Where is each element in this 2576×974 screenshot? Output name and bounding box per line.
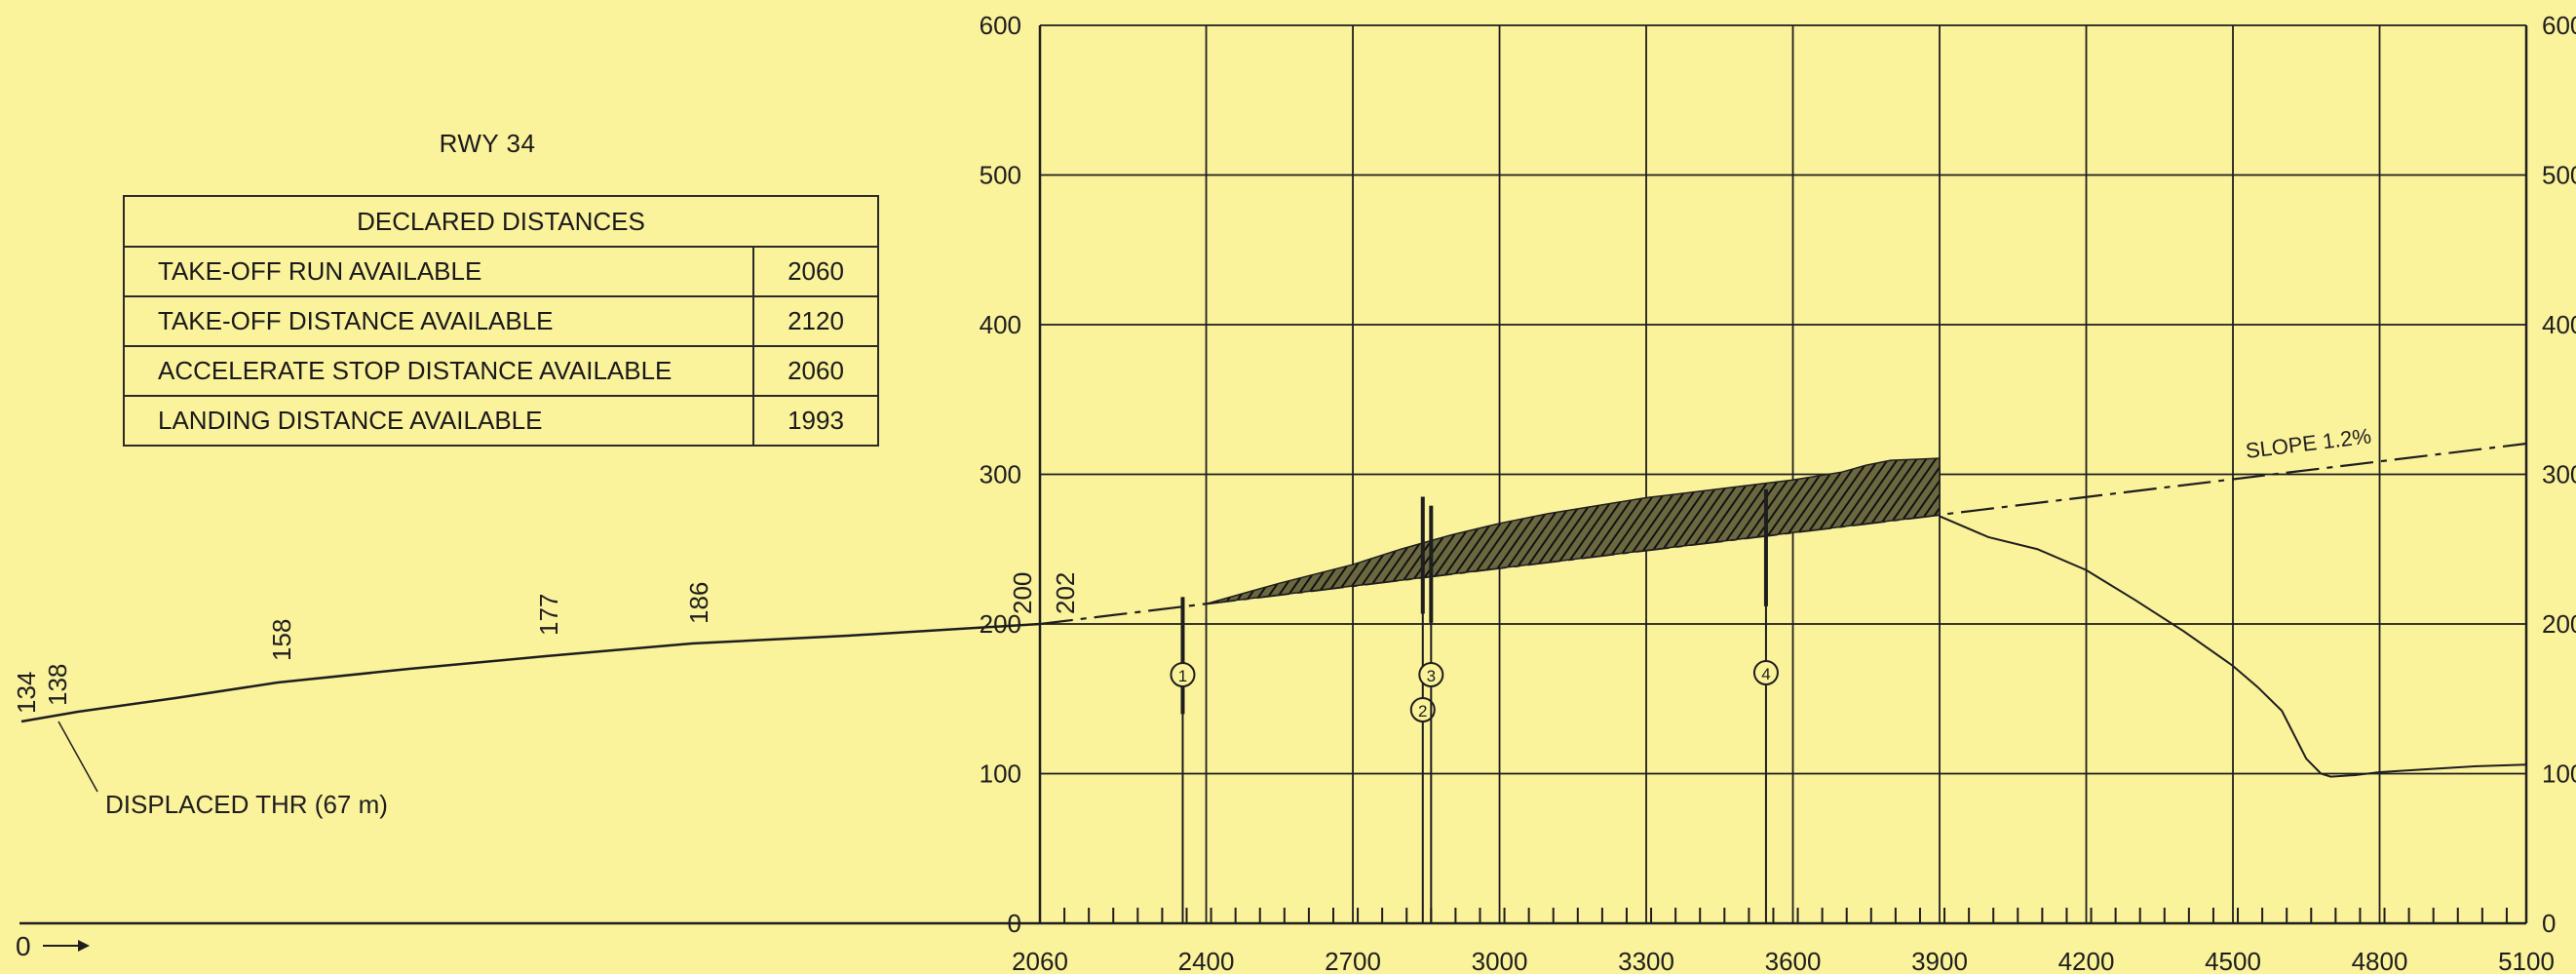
- x-tick-label: 2400: [1178, 947, 1235, 974]
- distance-label: TAKE-OFF DISTANCE AVAILABLE: [123, 295, 754, 347]
- terrain-profile-line: [1939, 515, 2527, 778]
- y-tick-label-left: 500: [980, 161, 1021, 190]
- x-tick-label: 2060: [1012, 947, 1068, 974]
- chainage-label: 134: [12, 672, 41, 714]
- obstacle-number: 3: [1427, 667, 1436, 685]
- chainage-label: 177: [534, 594, 563, 636]
- table-row: ACCELERATE STOP DISTANCE AVAILABLE 2060: [123, 345, 879, 397]
- distance-label: TAKE-OFF RUN AVAILABLE: [123, 246, 754, 297]
- declared-distances-header-row: DECLARED DISTANCES: [123, 195, 879, 248]
- obstacle-number: 2: [1418, 702, 1427, 721]
- chainage-label: 158: [267, 619, 296, 661]
- y-tick-label-left: 200: [980, 609, 1021, 639]
- x-tick-label: 2700: [1325, 947, 1381, 974]
- obstacles: 1 23 4: [1170, 488, 1779, 923]
- x-tick-label: 3300: [1618, 947, 1674, 974]
- declared-distances-table: DECLARED DISTANCES TAKE-OFF RUN AVAILABL…: [123, 195, 879, 447]
- declared-distances-header: DECLARED DISTANCES: [123, 195, 879, 248]
- y-tick-label-left: 300: [980, 460, 1021, 489]
- y-tick-label-right: 200: [2542, 609, 2576, 639]
- obstacle-marker: [1418, 662, 1444, 687]
- y-tick-label-right: 0: [2542, 909, 2556, 938]
- distance-label: ACCELERATE STOP DISTANCE AVAILABLE: [123, 345, 754, 397]
- x-tick-label: 4200: [2058, 947, 2115, 974]
- distance-value: 2060: [752, 246, 879, 297]
- y-tick-label-right: 500: [2542, 161, 2576, 190]
- y-tick-label-right: 400: [2542, 310, 2576, 339]
- terrain-hatched-area: [1206, 457, 1941, 605]
- x-tick-label: 4800: [2352, 947, 2408, 974]
- displaced-threshold-label: DISPLACED THR (67 m): [105, 790, 388, 819]
- y-tick-label-right: 300: [2542, 460, 2576, 489]
- chart-labels: 2060 2400 2700 3000 3300 3600 3900 4200 4500 4800…: [12, 11, 2576, 974]
- x-tick-label: 5100: [2498, 947, 2555, 974]
- runway-title: RWY 34: [439, 129, 536, 158]
- slope-label: SLOPE 1.2%: [2245, 423, 2373, 463]
- origin-label: 0: [16, 931, 31, 961]
- obstacle-marker: [1170, 662, 1196, 687]
- y-tick-label-left: 100: [980, 760, 1021, 789]
- chart-grid: [19, 24, 2528, 925]
- chainage-label: 200: [1008, 572, 1037, 614]
- obstacle-number: 1: [1178, 667, 1187, 685]
- origin-arrow-head: [78, 940, 90, 952]
- x-tick-label: 4500: [2205, 947, 2261, 974]
- distance-label: LANDING DISTANCE AVAILABLE: [123, 395, 754, 447]
- chainage-label: 202: [1051, 572, 1080, 614]
- y-tick-label-left: 400: [980, 310, 1021, 339]
- y-tick-label-right: 100: [2542, 760, 2576, 789]
- distance-value: 2120: [752, 295, 879, 347]
- y-tick-label-left: 0: [1008, 909, 1021, 938]
- table-row: TAKE-OFF DISTANCE AVAILABLE 2120: [123, 295, 879, 347]
- y-tick-label-right: 600: [2542, 11, 2576, 40]
- y-tick-label-left: 600: [980, 11, 1021, 40]
- chainage-label: 186: [684, 582, 713, 624]
- obstacle-marker: [1409, 697, 1436, 722]
- table-row: TAKE-OFF RUN AVAILABLE 2060: [123, 246, 879, 297]
- obstacle-number: 4: [1761, 665, 1770, 683]
- chainage-label: 138: [43, 664, 72, 706]
- displaced-threshold-leader: [58, 721, 98, 793]
- distance-value: 2060: [752, 345, 879, 397]
- approach-profile: [20, 442, 2527, 778]
- runway-ticks: [1039, 908, 2508, 923]
- table-row: LANDING DISTANCE AVAILABLE 1993: [123, 395, 879, 447]
- x-tick-label: 3900: [1911, 947, 1968, 974]
- obstacle-marker: [1752, 660, 1779, 685]
- x-tick-label: 3000: [1472, 947, 1528, 974]
- runway-profile-line: [20, 622, 1041, 723]
- x-tick-label: 3600: [1765, 947, 1822, 974]
- distance-value: 1993: [752, 395, 879, 447]
